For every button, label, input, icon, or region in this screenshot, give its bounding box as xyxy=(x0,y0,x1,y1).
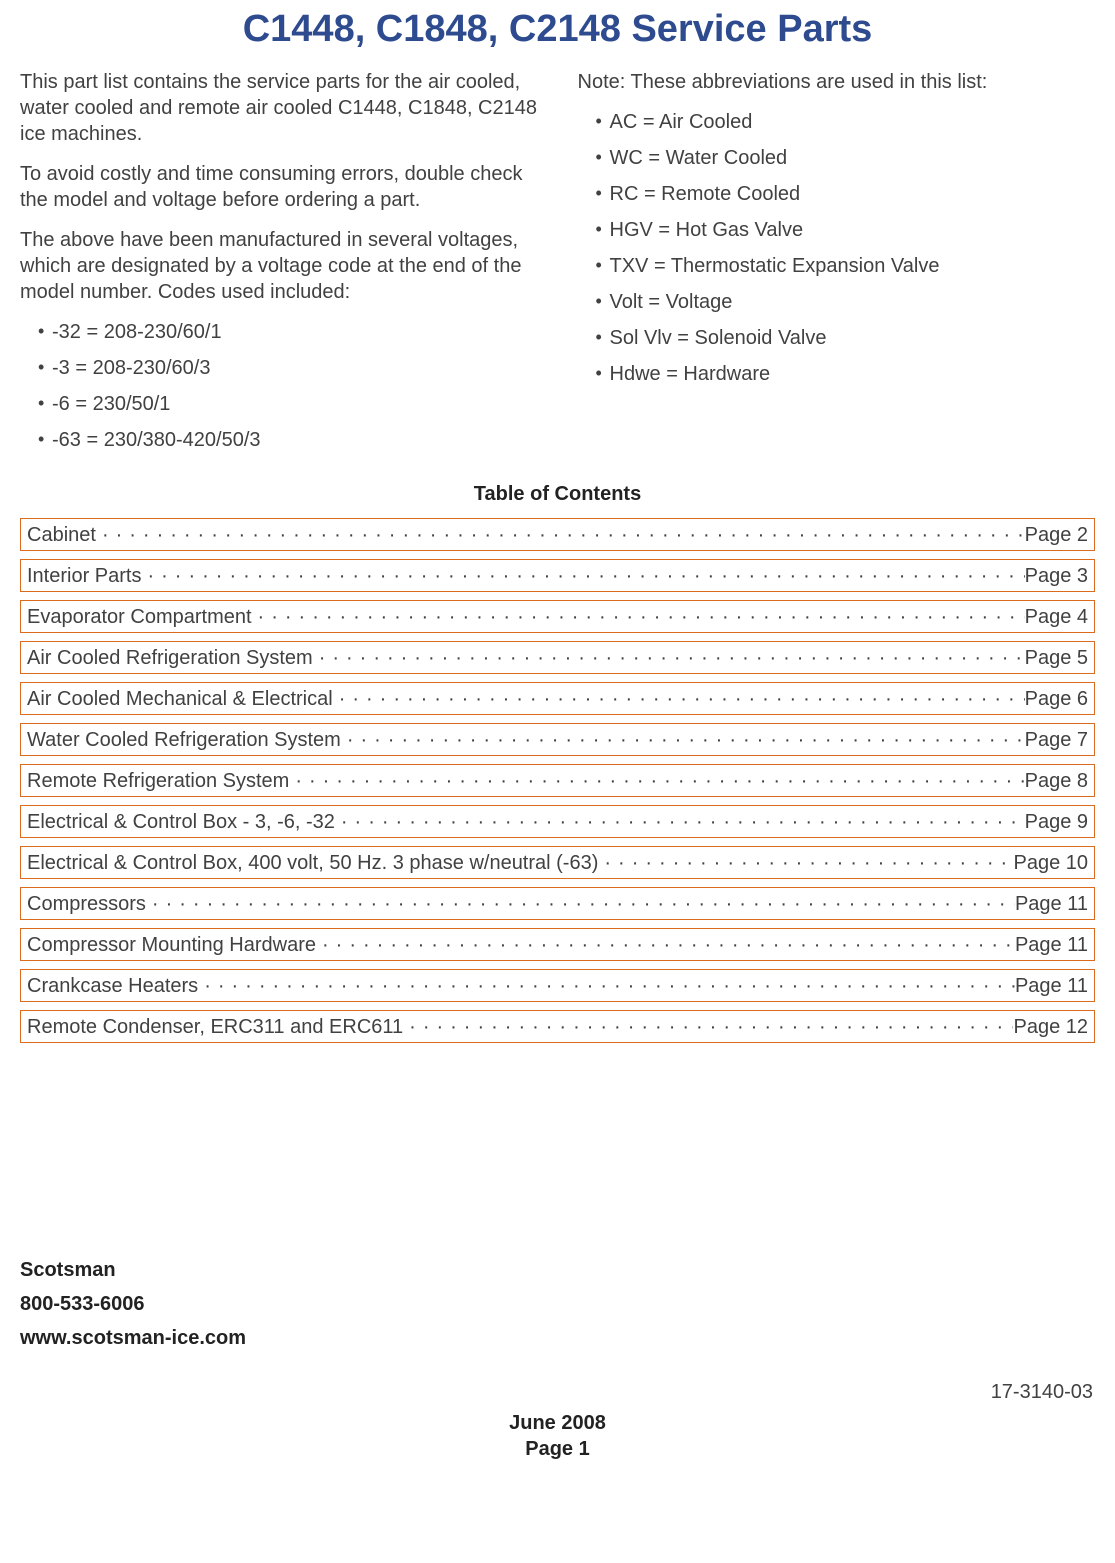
company-name: Scotsman xyxy=(20,1253,1095,1287)
toc-label: Air Cooled Mechanical & Electrical xyxy=(27,688,333,711)
toc-item[interactable]: Remote Condenser, ERC311 and ERC611·····… xyxy=(20,1010,1095,1043)
list-item: RC = Remote Cooled xyxy=(596,181,1096,207)
list-item: -3 = 208-230/60/3 xyxy=(38,355,538,381)
toc-leader-dots: ········································… xyxy=(313,647,1025,670)
right-column: Note: These abbreviations are used in th… xyxy=(578,69,1096,463)
toc-label: Electrical & Control Box, 400 volt, 50 H… xyxy=(27,852,598,875)
toc-item[interactable]: Air Cooled Mechanical & Electrical······… xyxy=(20,682,1095,715)
toc-leader-dots: ········································… xyxy=(198,975,1015,998)
toc-page: Page 2 xyxy=(1025,524,1088,547)
document-number: 17-3140-03 xyxy=(20,1381,1095,1404)
toc-leader-dots: ········································… xyxy=(96,524,1025,547)
toc-item[interactable]: Compressors·····························… xyxy=(20,887,1095,920)
website-url: www.scotsman-ice.com xyxy=(20,1321,1095,1355)
toc-leader-dots: ········································… xyxy=(316,934,1015,957)
toc-label: Crankcase Heaters xyxy=(27,975,198,998)
toc-header: Table of Contents xyxy=(20,483,1095,506)
footer-date: June 2008 xyxy=(20,1410,1095,1436)
toc-label: Evaporator Compartment xyxy=(27,606,252,629)
page-footer: June 2008 Page 1 xyxy=(20,1410,1095,1472)
contact-block: Scotsman 800-533-6006 www.scotsman-ice.c… xyxy=(20,1253,1095,1355)
toc-leader-dots: ········································… xyxy=(289,770,1024,793)
toc-page: Page 12 xyxy=(1013,1016,1088,1039)
toc-page: Page 6 xyxy=(1025,688,1088,711)
toc-item[interactable]: Electrical & Control Box, 400 volt, 50 H… xyxy=(20,846,1095,879)
toc-label: Cabinet xyxy=(27,524,96,547)
toc-leader-dots: ········································… xyxy=(403,1016,1013,1039)
list-item: -6 = 230/50/1 xyxy=(38,391,538,417)
intro-paragraph: To avoid costly and time consuming error… xyxy=(20,161,538,213)
table-of-contents: Cabinet·································… xyxy=(20,518,1095,1043)
list-item: Volt = Voltage xyxy=(596,289,1096,315)
list-item: -32 = 208-230/60/1 xyxy=(38,319,538,345)
toc-leader-dots: ········································… xyxy=(598,852,1013,875)
list-item: AC = Air Cooled xyxy=(596,109,1096,135)
toc-label: Remote Condenser, ERC311 and ERC611 xyxy=(27,1016,403,1039)
toc-item[interactable]: Crankcase Heaters·······················… xyxy=(20,969,1095,1002)
abbreviation-list: AC = Air Cooled WC = Water Cooled RC = R… xyxy=(578,109,1096,387)
toc-leader-dots: ········································… xyxy=(333,688,1025,711)
toc-leader-dots: ········································… xyxy=(341,729,1025,752)
toc-page: Page 10 xyxy=(1013,852,1088,875)
toc-page: Page 11 xyxy=(1015,975,1088,998)
left-column: This part list contains the service part… xyxy=(20,69,538,463)
toc-page: Page 8 xyxy=(1025,770,1088,793)
intro-paragraph: This part list contains the service part… xyxy=(20,69,538,147)
toc-leader-dots: ········································… xyxy=(335,811,1025,834)
toc-leader-dots: ········································… xyxy=(146,893,1015,916)
toc-leader-dots: ········································… xyxy=(141,565,1024,588)
toc-label: Water Cooled Refrigeration System xyxy=(27,729,341,752)
toc-label: Remote Refrigeration System xyxy=(27,770,289,793)
toc-item[interactable]: Cabinet·································… xyxy=(20,518,1095,551)
voltage-code-list: -32 = 208-230/60/1 -3 = 208-230/60/3 -6 … xyxy=(20,319,538,453)
toc-item[interactable]: Water Cooled Refrigeration System·······… xyxy=(20,723,1095,756)
toc-label: Compressors xyxy=(27,893,146,916)
toc-item[interactable]: Evaporator Compartment··················… xyxy=(20,600,1095,633)
toc-page: Page 9 xyxy=(1025,811,1088,834)
list-item: -63 = 230/380-420/50/3 xyxy=(38,427,538,453)
toc-page: Page 5 xyxy=(1025,647,1088,670)
intro-paragraph: The above have been manufactured in seve… xyxy=(20,227,538,305)
toc-leader-dots: ········································… xyxy=(252,606,1025,629)
toc-item[interactable]: Remote Refrigeration System·············… xyxy=(20,764,1095,797)
toc-page: Page 4 xyxy=(1025,606,1088,629)
footer-page: Page 1 xyxy=(20,1436,1095,1462)
toc-item[interactable]: Compressor Mounting Hardware············… xyxy=(20,928,1095,961)
page-title: C1448, C1848, C2148 Service Parts xyxy=(20,8,1095,51)
toc-label: Compressor Mounting Hardware xyxy=(27,934,316,957)
toc-label: Interior Parts xyxy=(27,565,141,588)
abbreviations-note: Note: These abbreviations are used in th… xyxy=(578,69,1096,95)
toc-label: Air Cooled Refrigeration System xyxy=(27,647,313,670)
toc-item[interactable]: Interior Parts··························… xyxy=(20,559,1095,592)
list-item: TXV = Thermostatic Expansion Valve xyxy=(596,253,1096,279)
toc-label: Electrical & Control Box - 3, -6, -32 xyxy=(27,811,335,834)
toc-page: Page 11 xyxy=(1015,893,1088,916)
toc-page: Page 7 xyxy=(1025,729,1088,752)
list-item: Hdwe = Hardware xyxy=(596,361,1096,387)
phone-number: 800-533-6006 xyxy=(20,1287,1095,1321)
intro-columns: This part list contains the service part… xyxy=(20,69,1095,463)
list-item: WC = Water Cooled xyxy=(596,145,1096,171)
list-item: Sol Vlv = Solenoid Valve xyxy=(596,325,1096,351)
toc-item[interactable]: Electrical & Control Box - 3, -6, -32···… xyxy=(20,805,1095,838)
toc-page: Page 3 xyxy=(1025,565,1088,588)
toc-item[interactable]: Air Cooled Refrigeration System·········… xyxy=(20,641,1095,674)
toc-page: Page 11 xyxy=(1015,934,1088,957)
list-item: HGV = Hot Gas Valve xyxy=(596,217,1096,243)
